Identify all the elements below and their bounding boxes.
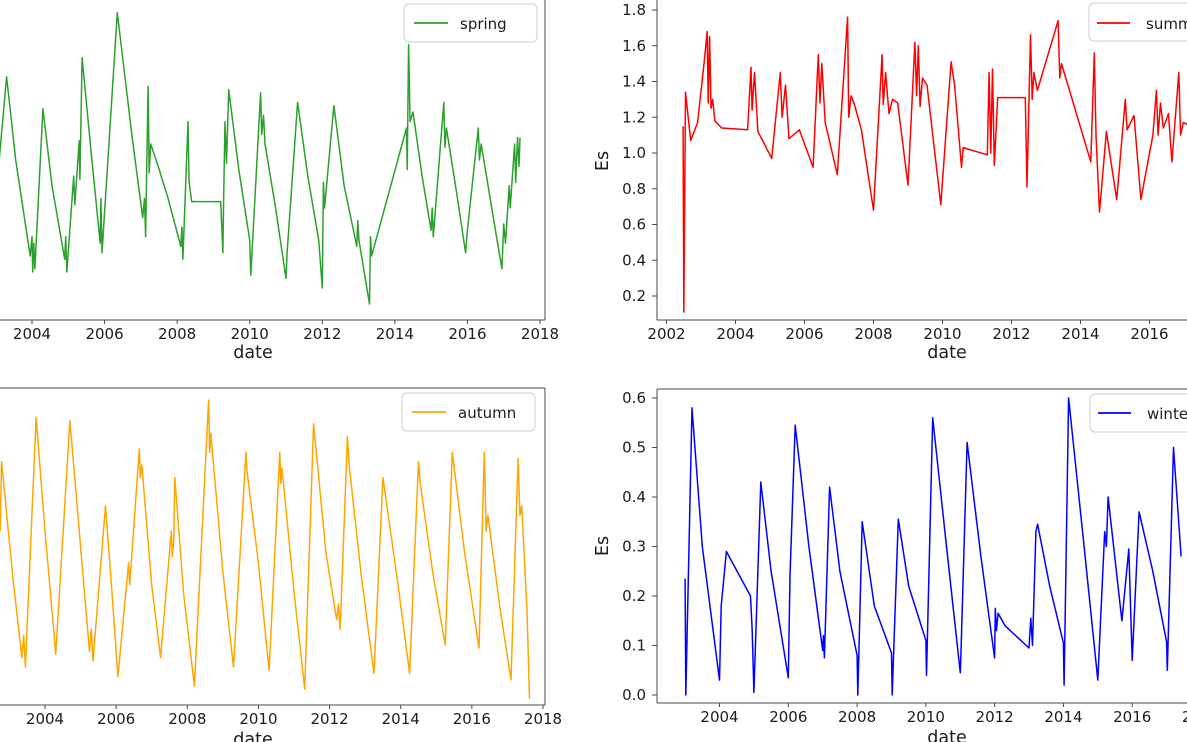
winter-y-tick-label: 0.3 — [622, 538, 646, 556]
summer-y-tick-label: 0.4 — [622, 251, 646, 269]
winter-x-axis-label: date — [927, 728, 966, 742]
autumn-x-tick-label: 2012 — [310, 710, 348, 728]
winter-x-tick-label: 2016 — [1113, 708, 1151, 726]
summer-y-tick-label: 0.6 — [622, 216, 646, 234]
autumn-legend-label: autumn — [458, 404, 516, 422]
summer-y-tick-label: 1.0 — [622, 144, 646, 162]
summer-x-tick-label: 2008 — [854, 325, 892, 343]
winter-x-tick-label: 2004 — [700, 708, 738, 726]
spring-chart-canvas: 2004 2006 2008 2010 2012 2014 2016 2018 date spri… — [0, 0, 559, 363]
summer-legend-label: summer — [1146, 15, 1187, 33]
spring-x-tick-label: 2010 — [231, 325, 269, 343]
autumn-series-line — [0, 399, 531, 699]
summer-chart-canvas: 2002 2004 2006 2008 2010 2012 2014 2016 0.2 0.4 0.… — [594, 0, 1187, 363]
winter-y-tick-label: 0.4 — [622, 488, 646, 506]
summer-x-tick-label: 2004 — [716, 325, 754, 343]
summer-y-axis-label: Es — [594, 151, 613, 171]
subplot-spring: 2004 2006 2008 2010 2012 2014 2016 2018 date spri… — [0, 0, 594, 371]
spring-legend-box — [403, 3, 538, 43]
winter-y-tick-label: 0.2 — [622, 587, 646, 605]
spring-x-axis-label: date — [233, 343, 272, 363]
autumn-x-tick-label: 2010 — [239, 710, 277, 728]
spring-series-line — [0, 12, 521, 305]
winter-x-tick-label: 2008 — [838, 708, 876, 726]
summer-y-tick-label: 0.8 — [622, 180, 646, 198]
autumn-x-tick-label: 2006 — [97, 710, 135, 728]
summer-legend-box — [1088, 2, 1187, 42]
subplot-autumn: 2004 2006 2008 2010 2012 2014 2016 2018 date autu… — [0, 371, 594, 742]
subplot-winter: 2004 2006 2008 2010 2012 2014 2016 2018 0.0 0.1 0.… — [594, 371, 1187, 742]
autumn-legend-box — [401, 392, 536, 432]
summer-y-tick-label: 0.2 — [622, 287, 646, 305]
autumn-chart-canvas: 2004 2006 2008 2010 2012 2014 2016 2018 date autu… — [0, 387, 562, 742]
autumn-x-tick-label: 2014 — [382, 710, 420, 728]
winter-y-tick-label: 0.1 — [622, 637, 646, 655]
summer-x-tick-label: 2006 — [785, 325, 823, 343]
autumn-x-axis-label: date — [233, 730, 272, 742]
spring-x-tick-label: 2004 — [13, 325, 51, 343]
winter-x-tick-label: 2014 — [1044, 708, 1082, 726]
winter-x-tick-label: 2012 — [976, 708, 1014, 726]
spring-x-tick-label: 2014 — [376, 325, 414, 343]
winter-x-tick-label: 2010 — [907, 708, 945, 726]
winter-legend-box — [1089, 393, 1187, 433]
winter-y-tick-label: 0.6 — [622, 389, 646, 407]
summer-y-tick-label: 1.6 — [622, 37, 646, 55]
winter-y-tick-label: 0.5 — [622, 439, 646, 457]
spring-x-tick-label: 2012 — [303, 325, 341, 343]
winter-legend-label: winter — [1147, 405, 1187, 423]
summer-x-tick-label: 2002 — [647, 325, 685, 343]
summer-series-line — [682, 16, 1187, 313]
spring-legend-label: spring — [460, 15, 507, 33]
summer-x-tick-label: 2010 — [923, 325, 961, 343]
winter-y-axis-label: Es — [594, 536, 613, 556]
summer-x-tick-label: 2016 — [1130, 325, 1168, 343]
summer-y-tick-label: 1.2 — [622, 108, 646, 126]
summer-x-axis-label: date — [927, 343, 966, 363]
autumn-x-tick-label: 2016 — [453, 710, 491, 728]
winter-series-line — [684, 397, 1182, 696]
winter-chart-canvas: 2004 2006 2008 2010 2012 2014 2016 2018 0.0 0.1 0.… — [594, 388, 1187, 742]
summer-y-tick-label: 1.4 — [622, 73, 646, 91]
spring-x-tick-label: 2018 — [521, 325, 559, 343]
summer-y-tick-label: 1.8 — [622, 1, 646, 19]
spring-x-tick-label: 2008 — [158, 325, 196, 343]
autumn-x-tick-label: 2018 — [524, 710, 562, 728]
autumn-x-tick-label: 2008 — [168, 710, 206, 728]
winter-y-tick-label: 0.0 — [622, 686, 646, 704]
subplot-summer: 2002 2004 2006 2008 2010 2012 2014 2016 0.2 0.4 0.… — [594, 0, 1187, 371]
spring-x-tick-label: 2006 — [85, 325, 123, 343]
winter-x-tick-label: 2006 — [769, 708, 807, 726]
winter-x-tick-label: 2018 — [1182, 708, 1187, 726]
spring-x-tick-label: 2016 — [448, 325, 486, 343]
summer-x-tick-label: 2012 — [992, 325, 1030, 343]
autumn-x-tick-label: 2004 — [26, 710, 64, 728]
summer-x-tick-label: 2014 — [1061, 325, 1099, 343]
